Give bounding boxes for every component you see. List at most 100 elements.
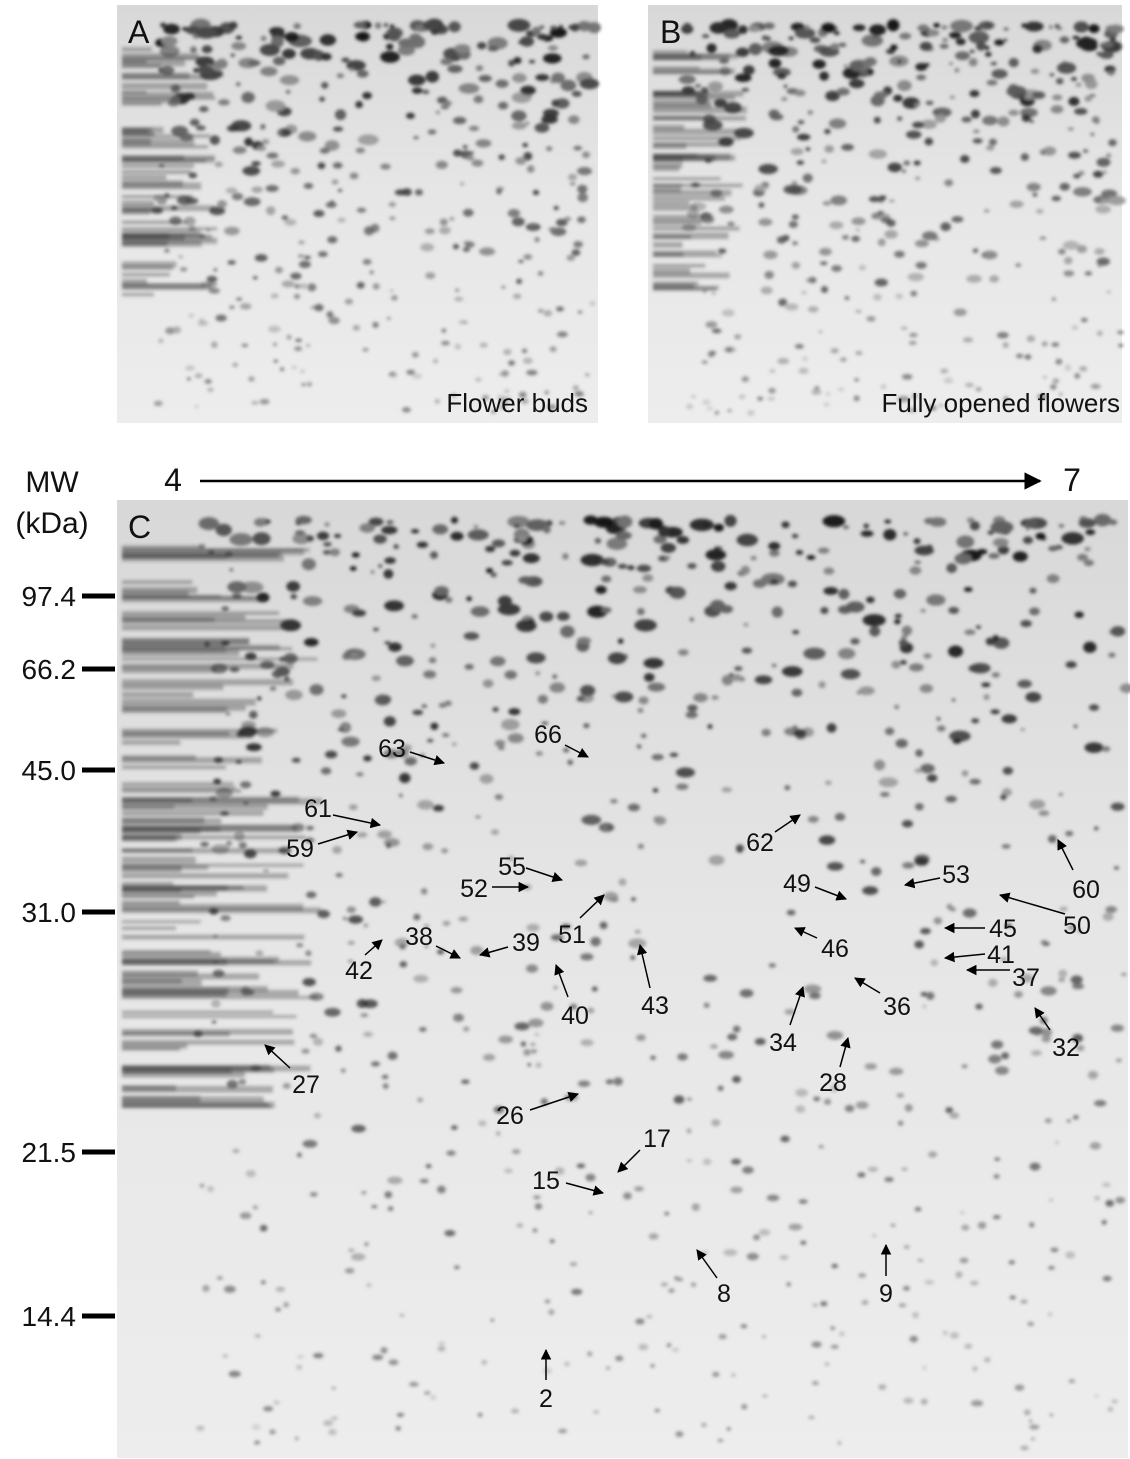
gel-spot — [1083, 559, 1095, 567]
gel-spot — [653, 535, 667, 544]
gel-spots — [122, 18, 601, 414]
gel-spot — [914, 1206, 922, 1212]
gel-spot — [1072, 1114, 1079, 1120]
gel-spot — [475, 377, 482, 382]
gel-spot — [795, 549, 804, 556]
gel-spot — [290, 272, 302, 280]
gel-spot — [1094, 1196, 1100, 1201]
gel-spot — [899, 32, 912, 40]
gel-spot — [325, 201, 337, 208]
gel-spot — [522, 142, 529, 148]
gel-spot — [991, 672, 1000, 678]
spot-label: 38 — [405, 923, 433, 951]
gel-spot — [910, 290, 918, 297]
gel-spot — [593, 516, 615, 528]
gel-spot — [1056, 62, 1077, 74]
gel-spot — [734, 127, 754, 139]
gel-spot — [323, 1420, 334, 1427]
gel-spot — [894, 704, 900, 710]
gel-spot — [912, 121, 925, 129]
gel-spot — [303, 638, 319, 647]
gel-streak — [122, 920, 201, 924]
gel-spot — [968, 57, 978, 67]
gel-spot — [992, 537, 1009, 548]
gel-spot — [220, 915, 231, 922]
gel-spot — [336, 73, 345, 79]
gel-spot — [1108, 139, 1117, 147]
gel-spot — [511, 121, 527, 130]
gel-spot — [491, 539, 506, 548]
gel-spot — [824, 1362, 830, 1366]
gel-spot — [871, 212, 881, 220]
gel-spot — [571, 90, 582, 97]
gel-spot — [537, 33, 548, 40]
gel-spot — [923, 653, 932, 659]
gel-spot — [362, 1031, 373, 1037]
gel-spot — [767, 45, 790, 57]
spot-arrow — [529, 1092, 579, 1111]
gel-streak — [122, 691, 194, 698]
gel-spot — [548, 1309, 555, 1316]
gel-spot — [804, 25, 810, 30]
gel-spot — [346, 906, 357, 914]
gel-spot — [969, 778, 981, 785]
gel-spot — [601, 575, 612, 583]
gel-spot — [383, 23, 388, 27]
spot-label: 63 — [378, 735, 406, 763]
gel-spot — [879, 195, 887, 201]
gel-spot — [479, 774, 494, 784]
gel-spot — [1009, 1295, 1016, 1300]
gel-spot — [478, 74, 492, 82]
gel-spot — [869, 625, 881, 637]
gel-spot — [386, 43, 394, 50]
gel-spot — [787, 580, 798, 588]
gel-spot — [821, 22, 836, 33]
gel-spot — [1102, 41, 1114, 48]
gel-spot — [1061, 532, 1084, 545]
gel-spot — [1105, 906, 1117, 914]
spot-label: 46 — [821, 935, 849, 963]
gel-spot — [563, 747, 570, 753]
gel-spot — [576, 695, 585, 702]
gel-spot — [317, 251, 328, 258]
gel-spot — [452, 116, 467, 125]
gel-spot — [812, 59, 826, 69]
gel-spot — [526, 923, 540, 932]
gel-spot — [833, 31, 840, 36]
gel-spot — [735, 844, 744, 853]
gel-spot — [700, 1250, 709, 1255]
gel-spot — [283, 1302, 289, 1308]
spot-arrow — [696, 1249, 718, 1279]
gel-spot — [677, 649, 689, 656]
gel-spot — [563, 216, 572, 222]
gel-spot — [806, 555, 816, 560]
gel-streak — [653, 220, 702, 226]
gel-streak — [122, 960, 312, 966]
gel-spot — [643, 673, 655, 682]
gel-spot — [232, 146, 247, 154]
gel-spot — [1041, 341, 1048, 347]
gel-spot — [868, 149, 887, 159]
gel-spot — [676, 535, 690, 544]
spot-label: 59 — [286, 835, 314, 863]
gel-spot — [1097, 263, 1102, 268]
gel-spot — [666, 1343, 671, 1348]
gel-spot — [1029, 1162, 1041, 1171]
gel-spot — [448, 21, 461, 33]
gel-spot — [413, 913, 421, 921]
gel-spot — [913, 160, 921, 166]
gel-spot — [589, 301, 596, 306]
gel-spot — [631, 897, 636, 902]
gel-spot — [823, 402, 830, 407]
gel-spot — [786, 909, 796, 916]
gel-streak — [122, 865, 182, 873]
gel-spot — [880, 384, 887, 390]
gel-spot — [955, 38, 966, 46]
gel-spot — [450, 516, 459, 524]
gel-spot — [687, 562, 697, 569]
gel-spot — [306, 535, 314, 542]
gel-spot — [890, 1223, 896, 1227]
gel-spot — [310, 305, 315, 310]
gel-spot — [344, 1268, 355, 1274]
gel-spot — [580, 1039, 594, 1047]
